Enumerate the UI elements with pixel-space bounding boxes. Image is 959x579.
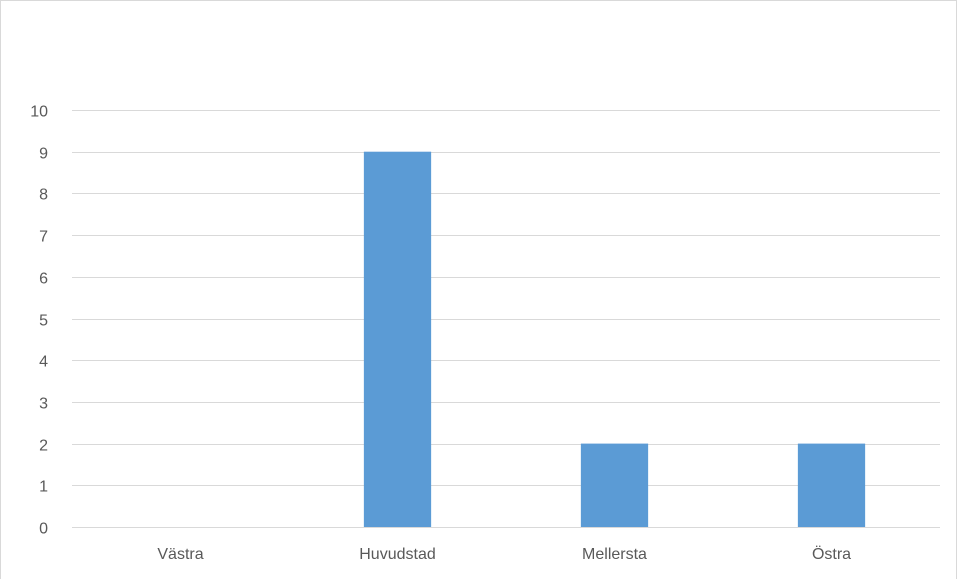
bars [363,151,866,527]
y-tick-label: 2 [39,438,48,455]
x-category-label: Östra [812,545,851,563]
y-tick-label: 1 [39,479,48,496]
y-tick-label: 3 [39,396,48,413]
y-tick-label: 6 [39,271,48,288]
y-tick-label: 4 [39,354,48,371]
y-tick-label: 7 [39,229,48,246]
bar-östra [797,443,866,527]
x-axis-category-labels: Västra Huvudstad Mellersta Östra [157,545,851,563]
y-tick-label: 8 [39,187,48,204]
y-tick-label: 9 [39,146,48,163]
y-tick-label: 10 [30,104,48,121]
x-category-label: Huvudstad [359,546,436,563]
bar-huvudstad [363,151,432,527]
y-tick-label: 5 [39,313,48,330]
bar-mellersta [580,443,649,527]
x-category-label: Mellersta [582,546,647,563]
gridlines [72,110,940,528]
x-category-label: Västra [157,546,203,563]
y-axis-tick-labels: 0 1 2 3 4 5 6 7 8 9 10 [30,104,48,538]
y-tick-label: 0 [39,521,48,538]
